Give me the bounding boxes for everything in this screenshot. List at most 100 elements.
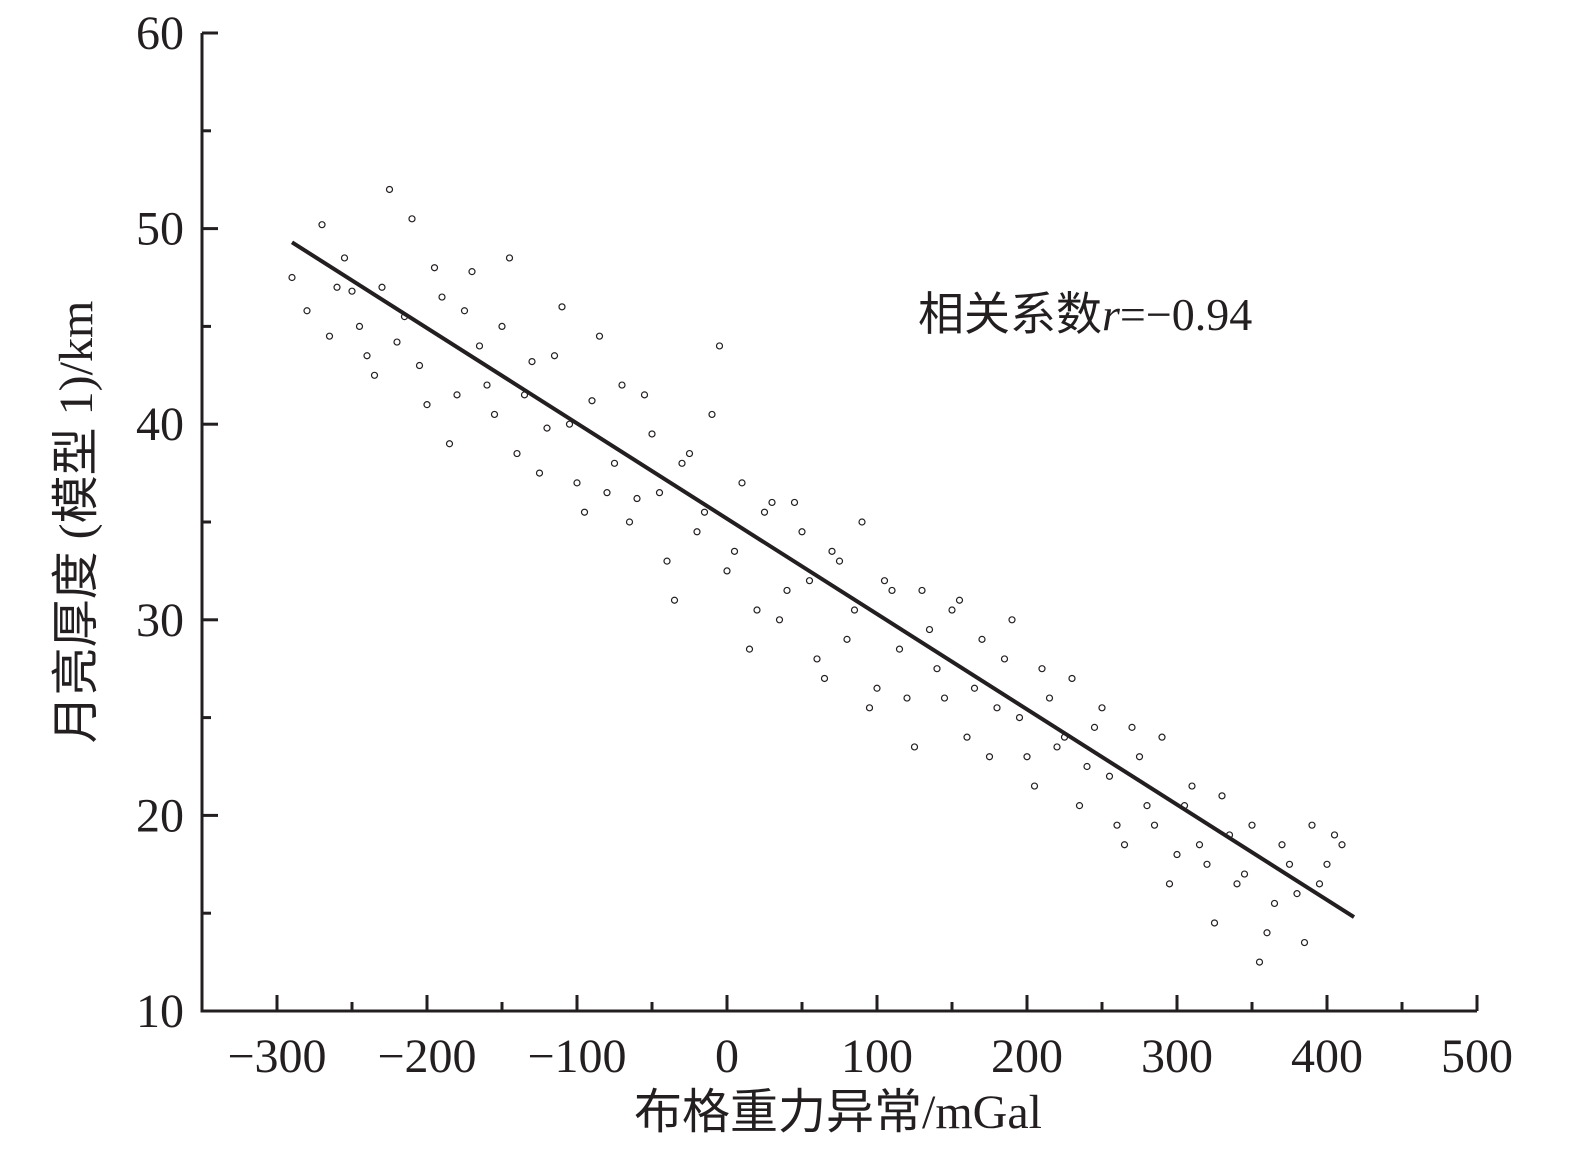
scatter-point bbox=[1090, 723, 1099, 731]
scatter-point bbox=[1330, 831, 1339, 839]
scatter-point bbox=[490, 410, 499, 419]
scatter-point bbox=[573, 479, 581, 487]
scatter-point bbox=[558, 303, 566, 311]
scatter-point bbox=[648, 430, 656, 438]
scatter-point bbox=[1053, 743, 1061, 751]
scatter-point bbox=[1083, 762, 1091, 771]
scatter-point bbox=[805, 577, 814, 585]
scatter-point bbox=[325, 332, 334, 340]
scatter-point bbox=[588, 397, 596, 405]
scatter-point bbox=[963, 733, 971, 741]
scatter-point bbox=[1150, 821, 1159, 829]
scatter-point bbox=[610, 459, 619, 467]
scatter-point bbox=[1008, 616, 1016, 624]
scatter-point bbox=[663, 557, 671, 565]
scatter-point bbox=[745, 645, 754, 653]
scatter-point bbox=[625, 518, 634, 526]
scatter-point bbox=[1030, 782, 1039, 790]
scatter-point bbox=[550, 352, 559, 360]
scatter-point bbox=[1210, 919, 1219, 927]
y-tick-label: 30 bbox=[136, 594, 184, 647]
scatter-point bbox=[978, 635, 986, 643]
annotation-prefix: 相关系数 bbox=[918, 289, 1102, 340]
scatter-point bbox=[670, 596, 679, 604]
scatter-point bbox=[468, 268, 476, 276]
scatter-point bbox=[783, 586, 791, 595]
scatter-point bbox=[1323, 860, 1331, 868]
scatter-point bbox=[903, 694, 911, 702]
scatter-point bbox=[1255, 958, 1264, 966]
x-tick-label: −300 bbox=[227, 1030, 326, 1083]
scatter-point bbox=[1173, 850, 1181, 859]
scatter-point bbox=[948, 606, 956, 614]
scatter-point bbox=[895, 645, 904, 653]
scatter-point bbox=[318, 221, 326, 229]
scatter-point bbox=[460, 307, 469, 315]
scatter-point bbox=[1338, 841, 1346, 849]
annotation-suffix: =−0.94 bbox=[1120, 289, 1252, 340]
annotation: 相关系数r=−0.94 bbox=[918, 289, 1252, 340]
scatter-point bbox=[378, 283, 386, 291]
scatter-point bbox=[513, 449, 521, 458]
scatter-point bbox=[1278, 841, 1286, 849]
plot-area: −300 −200 −100 0 100 200 300 400 500 10 20 30 40 50 60 bbox=[136, 7, 1513, 1083]
scatter-point bbox=[603, 489, 611, 497]
scatter-point bbox=[595, 332, 604, 340]
scatter-point bbox=[1023, 753, 1031, 761]
scatter-point bbox=[760, 508, 769, 516]
scatter-point bbox=[370, 371, 379, 379]
scatter-point bbox=[535, 469, 544, 477]
scatter-point bbox=[1195, 841, 1204, 849]
scatter-point bbox=[933, 665, 941, 673]
scatter-point bbox=[685, 449, 694, 458]
scatter-point bbox=[1128, 723, 1136, 731]
scatter-point bbox=[820, 674, 829, 683]
scatter-point bbox=[843, 635, 851, 643]
scatter-point bbox=[790, 498, 799, 507]
scatter-point bbox=[985, 753, 994, 761]
scatter-point bbox=[865, 704, 874, 712]
scatter-point bbox=[438, 293, 446, 301]
scatter-point bbox=[363, 352, 371, 360]
scatter-point bbox=[655, 489, 664, 497]
scatter-point bbox=[910, 743, 919, 751]
scatter-point bbox=[1113, 821, 1121, 829]
scatter-point bbox=[1263, 929, 1271, 937]
scatter-point bbox=[768, 498, 776, 507]
scatter-point bbox=[1240, 870, 1249, 878]
scatter-point bbox=[1068, 674, 1076, 683]
scatter-point bbox=[993, 704, 1001, 712]
x-axis-title: 布格重力异常/mGal bbox=[634, 1086, 1042, 1139]
scatter-point bbox=[1218, 792, 1226, 800]
scatter-point bbox=[970, 684, 979, 692]
fit-line bbox=[290, 240, 1356, 919]
scatter-point bbox=[1315, 880, 1324, 888]
scatter-point bbox=[1120, 841, 1129, 849]
scatter-point bbox=[453, 391, 461, 399]
scatter-point bbox=[813, 655, 821, 663]
scatter-point bbox=[678, 459, 686, 467]
y-tick-label: 10 bbox=[136, 985, 184, 1038]
scatter-point bbox=[498, 322, 506, 330]
scatter-point bbox=[730, 547, 739, 555]
scatter-point bbox=[423, 401, 431, 409]
scatter-point bbox=[303, 307, 311, 315]
scatter-point bbox=[1165, 880, 1174, 888]
scatter-point bbox=[1270, 899, 1279, 908]
scatter-point bbox=[1300, 938, 1309, 947]
scatter-point bbox=[700, 508, 709, 516]
x-tick-label: −100 bbox=[527, 1030, 626, 1083]
scatter-point bbox=[1045, 694, 1054, 702]
scatter-point bbox=[1105, 772, 1114, 780]
scatter-point bbox=[348, 287, 356, 295]
scatter-point bbox=[1233, 880, 1241, 888]
y-tick-label: 20 bbox=[136, 789, 184, 842]
scatter-point bbox=[1188, 782, 1196, 790]
scatter-point bbox=[483, 381, 491, 389]
scatter-point bbox=[693, 528, 701, 536]
scatter-point bbox=[1203, 860, 1211, 868]
scatter-point bbox=[1098, 704, 1106, 712]
scatter-point bbox=[1038, 665, 1046, 673]
